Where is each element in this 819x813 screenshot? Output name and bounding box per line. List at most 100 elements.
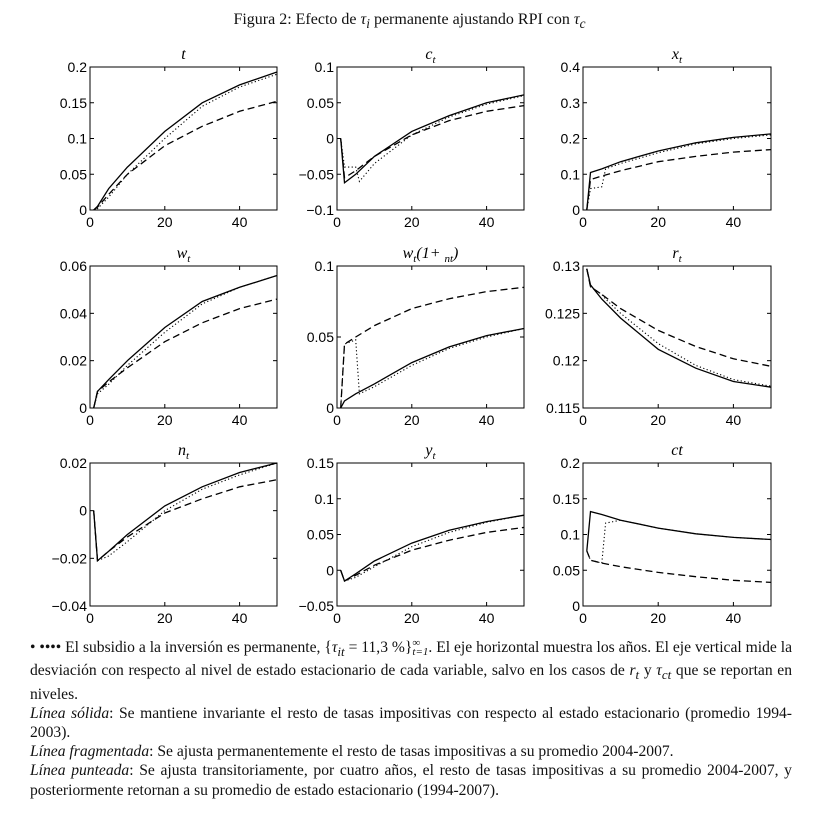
panel-title: t — [181, 46, 186, 63]
series-solid — [93, 274, 278, 409]
axes-frame — [89, 265, 278, 409]
title-subscript: t — [186, 450, 190, 462]
axes-frame — [336, 66, 525, 211]
axes-frame — [582, 462, 772, 607]
caption-text: : Se ajusta permanentemente el resto de … — [149, 743, 674, 761]
title-subscript: t — [413, 253, 417, 265]
series-dashed — [586, 550, 772, 584]
title-subscript: t — [433, 450, 437, 462]
series-solid — [93, 71, 278, 211]
x-tick-label: 0 — [579, 214, 587, 230]
y-tick-label: −0.02 — [52, 550, 88, 566]
y-tick-label: 0.05 — [307, 329, 334, 345]
panel-4: wt(1+ nt) 0 0.05 0.1 0 20 40 — [307, 245, 525, 428]
y-tick-label: 0.115 — [546, 400, 580, 416]
x-tick-label: 40 — [479, 214, 495, 230]
series-dashed — [340, 286, 525, 409]
x-tick-label: 0 — [86, 412, 94, 428]
axes-frame — [89, 462, 278, 607]
title-text: w — [403, 245, 414, 262]
y-tick-label: −0.05 — [299, 166, 335, 182]
panel-title: ct — [425, 46, 436, 66]
caption-math: it — [337, 644, 345, 660]
title-text: Figura 2: Efecto de — [233, 11, 361, 28]
axes-frame — [582, 66, 772, 211]
x-tick-label: 40 — [232, 214, 248, 230]
x-tick-label: 0 — [333, 412, 341, 428]
title-subscript: nt — [444, 253, 454, 265]
title-subscript: t — [187, 253, 191, 265]
x-tick-label: 0 — [333, 610, 341, 626]
title-text: (1+ — [416, 245, 444, 262]
title-text: ) — [452, 245, 458, 262]
series-solid — [586, 133, 772, 211]
figure-caption: • •••• El subsidio a la inversión es per… — [30, 638, 792, 800]
x-tick-label: 0 — [579, 412, 587, 428]
x-tick-label: 20 — [157, 214, 173, 230]
y-tick-label: 0.1 — [315, 491, 335, 507]
y-tick-label: 0.3 — [561, 95, 581, 111]
title-subscript: t — [679, 54, 683, 66]
series-dotted — [340, 327, 525, 409]
x-tick-label: 40 — [726, 214, 742, 230]
series-dashed — [586, 148, 772, 211]
series-dotted — [93, 73, 278, 211]
y-tick-label: −0.04 — [52, 598, 88, 614]
caption-math: τ — [331, 639, 338, 656]
x-tick-label: 20 — [157, 610, 173, 626]
panel-0: t 0 0.05 0.1 0.15 0.2 0 20 40 — [60, 46, 278, 230]
series-solid — [586, 268, 772, 388]
x-tick-label: 0 — [86, 214, 94, 230]
series-solid — [340, 327, 525, 409]
panel-1: ct −0.1 −0.05 0 0.05 0.1 0 20 40 — [299, 46, 525, 230]
series-dotted — [340, 95, 525, 183]
y-tick-label: 0.15 — [307, 455, 334, 471]
x-tick-label: 20 — [404, 610, 420, 626]
title-text: permanente ajustando RPI con — [369, 11, 574, 28]
x-tick-label: 40 — [232, 412, 248, 428]
caption-label: Línea fragmentada — [30, 743, 150, 761]
y-tick-label: 0 — [326, 400, 334, 416]
y-tick-label: 0.15 — [60, 95, 87, 111]
y-tick-label: −0.1 — [306, 202, 334, 218]
y-tick-label: 0 — [572, 598, 580, 614]
caption-paragraph-3: Línea fragmentada: Se ajusta permanentem… — [30, 742, 792, 761]
series-dotted — [586, 134, 772, 211]
series-dashed — [93, 298, 278, 409]
panel-6: nt −0.04 −0.02 0 0.02 0 20 40 — [52, 442, 278, 626]
series-dashed — [340, 526, 525, 582]
axes-frame — [336, 265, 525, 409]
x-tick-label: 0 — [579, 610, 587, 626]
y-tick-label: 0.1 — [68, 131, 88, 147]
x-tick-label: 40 — [479, 412, 495, 428]
series-dotted — [93, 462, 278, 562]
y-tick-label: 0.02 — [60, 455, 87, 471]
y-tick-label: 0 — [79, 503, 87, 519]
title-text: c — [425, 46, 432, 63]
title-text: y — [423, 442, 433, 459]
y-tick-label: 0.06 — [60, 258, 87, 274]
title-subscript: c — [579, 16, 586, 32]
series-dashed — [93, 100, 278, 211]
x-tick-label: 20 — [650, 214, 666, 230]
caption-math: = 11,3 %} — [344, 639, 413, 656]
series-dashed — [93, 479, 278, 563]
caption-label: Línea punteada — [30, 762, 130, 780]
y-tick-label: 0.2 — [561, 455, 581, 471]
y-tick-label: 0 — [572, 202, 580, 218]
panel-title: ct — [671, 442, 683, 459]
y-tick-label: 0.05 — [307, 527, 334, 543]
title-subscript: i — [366, 16, 370, 32]
panel-8: ct 0 0.05 0.1 0.15 0.2 0 20 40 — [553, 442, 772, 626]
panel-5: rt 0.115 0.12 0.125 0.13 0 20 40 — [545, 245, 772, 428]
panel-title: wt(1+ nt) — [403, 245, 459, 265]
series-solid — [340, 94, 525, 185]
panel-title: wt — [177, 245, 192, 265]
y-tick-label: −0.05 — [299, 598, 335, 614]
caption-text: : Se mantiene invariante el resto de tas… — [30, 704, 792, 742]
caption-math: ct — [661, 667, 672, 683]
series-solid — [586, 510, 772, 551]
x-tick-label: 0 — [333, 214, 341, 230]
x-tick-label: 40 — [726, 412, 742, 428]
x-tick-label: 40 — [232, 610, 248, 626]
